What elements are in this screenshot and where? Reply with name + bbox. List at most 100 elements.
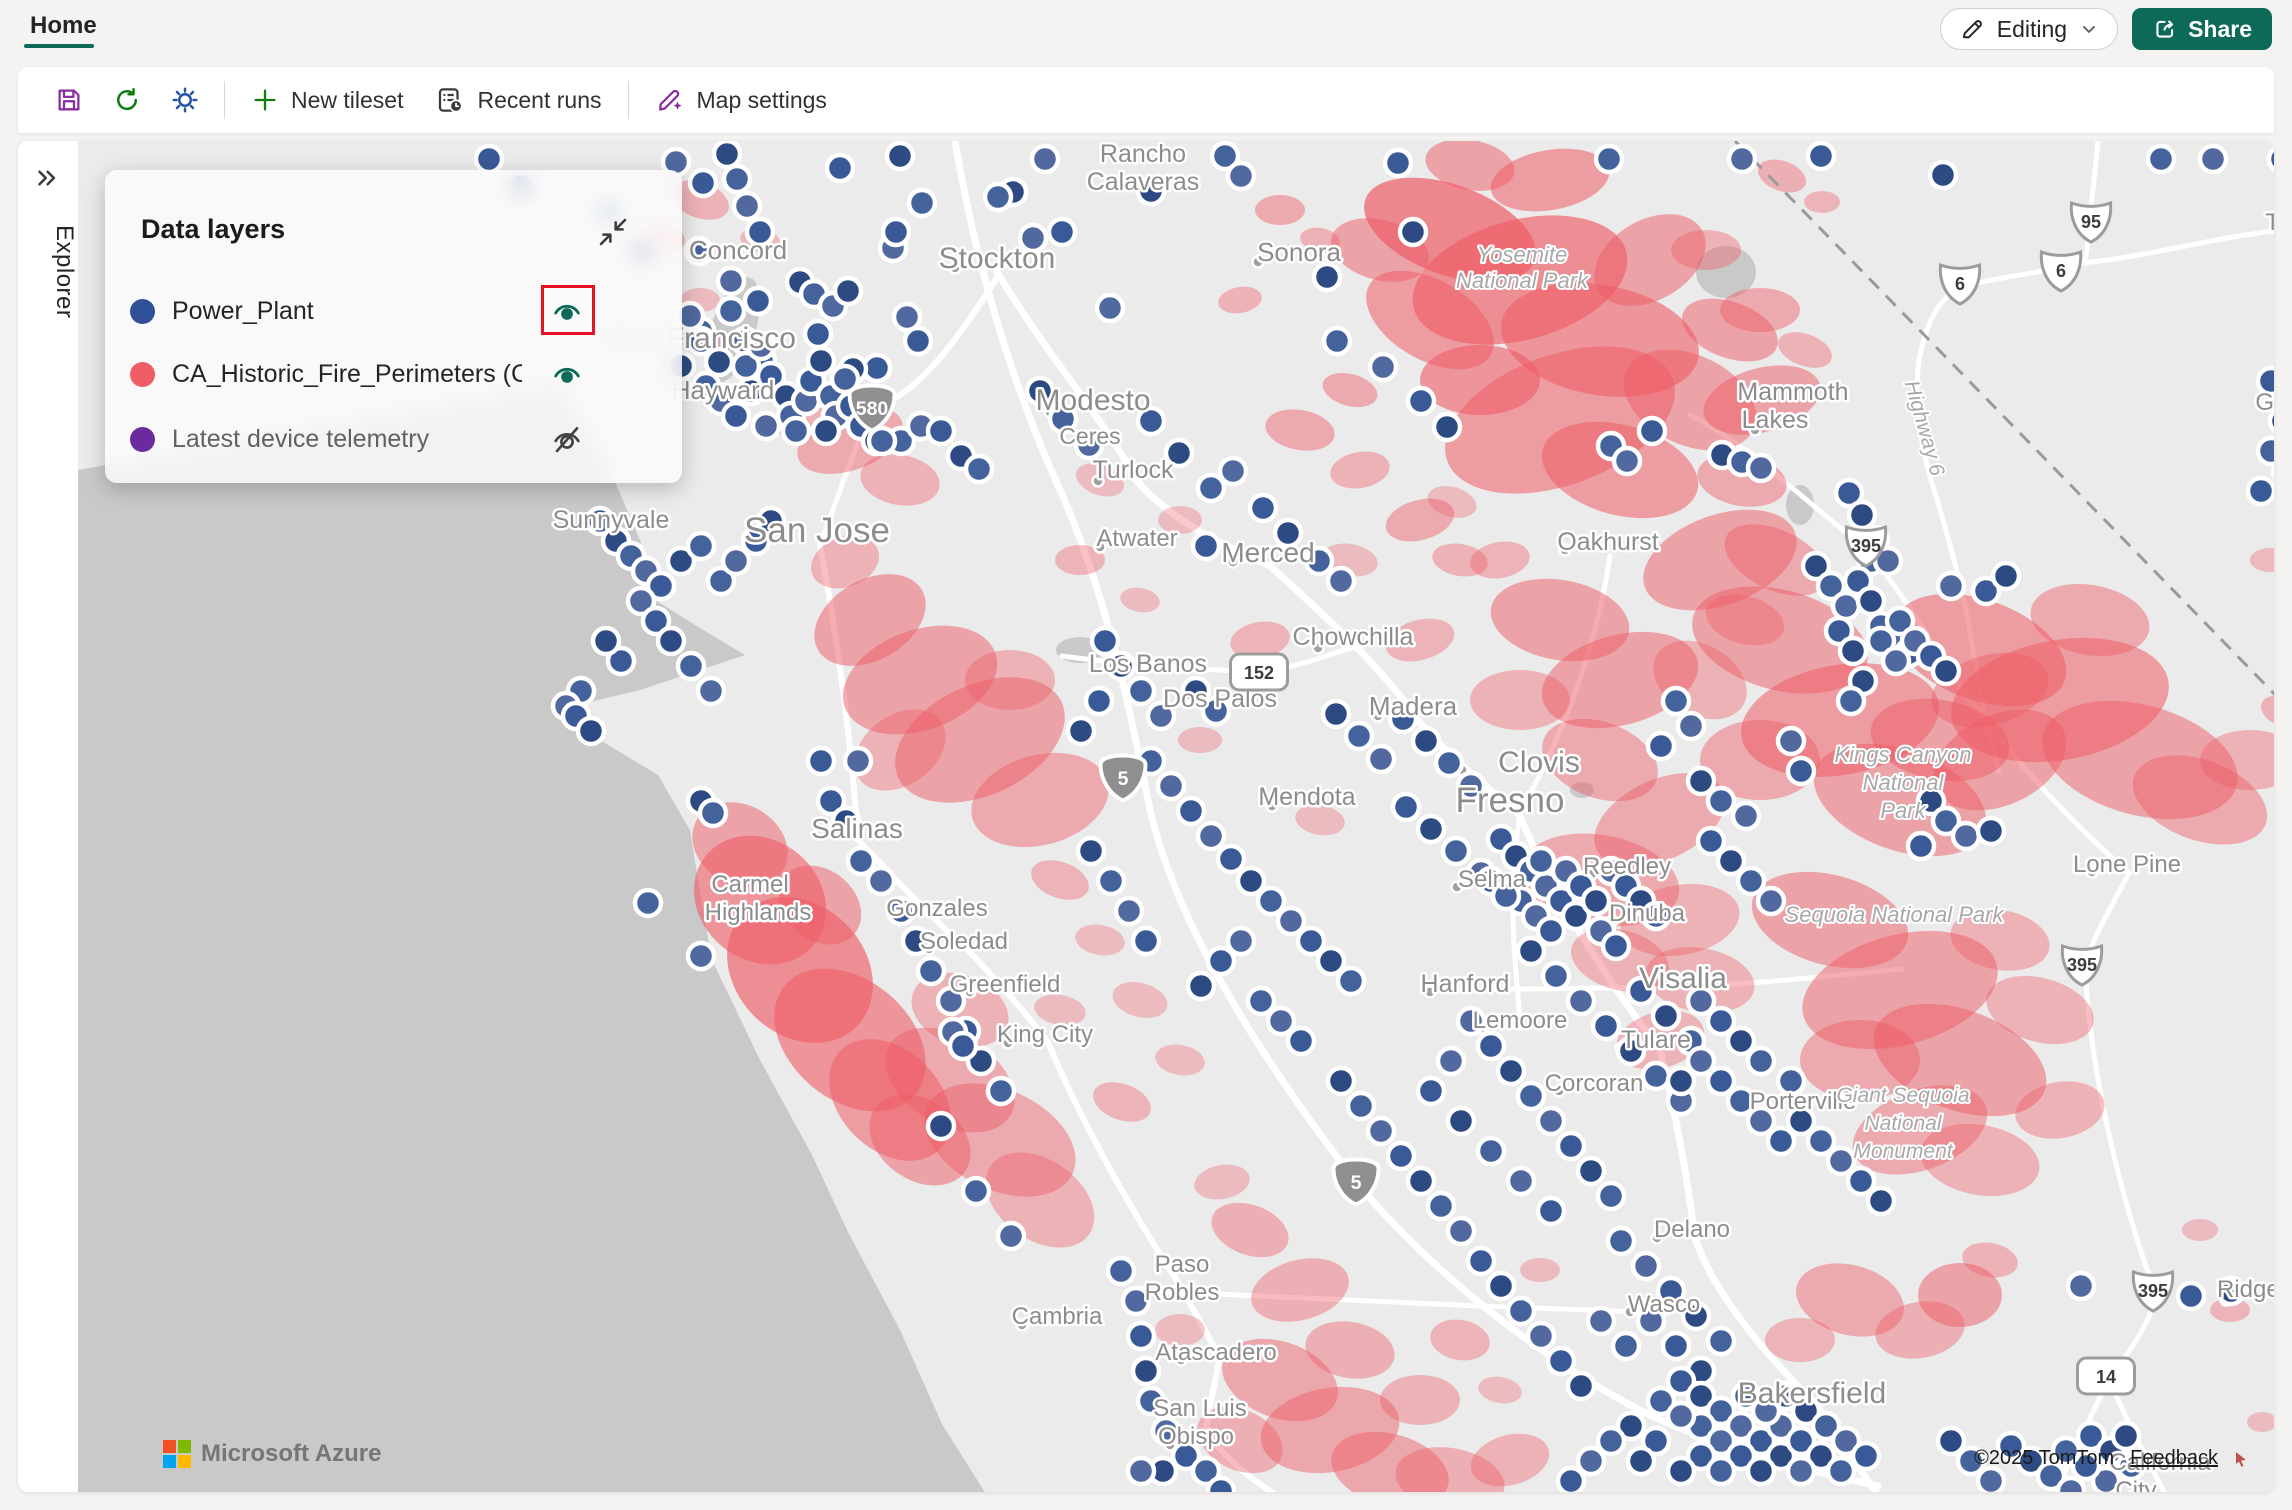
panel-title: Data layers bbox=[141, 214, 286, 244]
toolbar-divider bbox=[627, 81, 629, 119]
svg-text:National Park: National Park bbox=[1456, 268, 1589, 293]
layer-row-device-telemetry[interactable]: Latest device telemetry bbox=[105, 416, 682, 462]
share-label: Share bbox=[2188, 15, 2252, 42]
explorer-sidebar-collapsed: Explorer bbox=[18, 141, 79, 1492]
toggle-visibility-button[interactable] bbox=[545, 291, 589, 331]
save-icon bbox=[54, 85, 84, 115]
svg-text:Greenfield: Greenfield bbox=[950, 971, 1061, 998]
microsoft-logo-icon bbox=[163, 1440, 191, 1468]
map-canvas[interactable]: Rancho Calaveras Concord Stockton Sonora Mode… bbox=[78, 141, 2274, 1492]
svg-text:King City: King City bbox=[997, 1021, 1093, 1048]
svg-text:City: City bbox=[2115, 1477, 2156, 1492]
svg-text:Corcoran: Corcoran bbox=[1545, 1070, 1644, 1097]
svg-text:Sunnyvale: Sunnyvale bbox=[553, 506, 670, 534]
settings-button[interactable] bbox=[156, 76, 214, 124]
layer-row-fire-perimeters[interactable]: CA_Historic_Fire_Perimeters (C... bbox=[105, 351, 682, 397]
layer-name: CA_Historic_Fire_Perimeters (C... bbox=[172, 359, 522, 388]
new-tileset-label: New tileset bbox=[291, 86, 404, 113]
refresh-icon bbox=[112, 85, 142, 115]
svg-text:395: 395 bbox=[2138, 1281, 2168, 1301]
svg-text:Sonora: Sonora bbox=[1257, 237, 1341, 267]
svg-text:Lakes: Lakes bbox=[1742, 406, 1809, 434]
layer-row-power-plant[interactable]: Power_Plant bbox=[105, 288, 682, 334]
azure-logo-text: Microsoft Azure bbox=[201, 1440, 382, 1467]
expand-sidebar-button[interactable] bbox=[32, 163, 64, 195]
layer-swatch bbox=[130, 298, 155, 324]
svg-text:Atascadero: Atascadero bbox=[1155, 1339, 1276, 1366]
svg-text:Giant Sequoia: Giant Sequoia bbox=[1836, 1084, 1969, 1107]
data-layers-panel: Data layers Power_Plant CA_Historic_Fire… bbox=[105, 170, 682, 483]
svg-text:Salinas: Salinas bbox=[811, 813, 903, 844]
refresh-button[interactable] bbox=[98, 76, 156, 124]
toggle-visibility-button[interactable] bbox=[545, 419, 589, 459]
svg-text:Highlands: Highlands bbox=[705, 899, 812, 926]
svg-text:Dinuba: Dinuba bbox=[1609, 900, 1686, 927]
svg-text:San Jose: San Jose bbox=[744, 511, 890, 550]
save-button[interactable] bbox=[40, 76, 98, 124]
layer-swatch bbox=[130, 426, 155, 452]
svg-text:395: 395 bbox=[2067, 955, 2097, 975]
new-tileset-button[interactable]: New tileset bbox=[235, 76, 419, 124]
svg-text:Carmel: Carmel bbox=[711, 871, 788, 898]
share-icon bbox=[2152, 16, 2178, 42]
svg-text:Park: Park bbox=[1880, 798, 1926, 823]
recent-runs-label: Recent runs bbox=[477, 86, 602, 113]
top-bar: Home Editing Share bbox=[0, 0, 2292, 66]
toolbar-divider bbox=[224, 81, 225, 119]
svg-text:Rancho: Rancho bbox=[1100, 141, 1186, 168]
svg-text:6: 6 bbox=[2056, 261, 2066, 281]
chevron-down-icon bbox=[2079, 19, 2099, 39]
svg-text:Mendota: Mendota bbox=[1258, 783, 1355, 811]
svg-text:Mammoth: Mammoth bbox=[1737, 378, 1848, 406]
map-toolbar: New tileset Recent runs Map settings bbox=[18, 67, 2274, 133]
feedback-link[interactable]: Feedback bbox=[2130, 1447, 2218, 1469]
svg-text:Paso: Paso bbox=[1155, 1251, 1210, 1278]
azure-attribution: Microsoft Azure bbox=[163, 1440, 381, 1468]
svg-text:Chowchilla: Chowchilla bbox=[1293, 623, 1414, 651]
svg-text:Soledad: Soledad bbox=[920, 928, 1008, 955]
double-chevron-right-icon bbox=[38, 170, 56, 186]
tab-home[interactable]: Home bbox=[30, 12, 97, 39]
svg-text:Tulare: Tulare bbox=[1621, 1026, 1691, 1054]
svg-text:Delano: Delano bbox=[1654, 1216, 1730, 1243]
svg-text:Yosemite: Yosemite bbox=[1477, 242, 1568, 267]
svg-text:Ridgecre: Ridgecre bbox=[2217, 1276, 2274, 1303]
svg-text:National: National bbox=[1864, 1112, 1942, 1135]
recent-runs-button[interactable]: Recent runs bbox=[419, 76, 617, 124]
explorer-rail-label: Explorer bbox=[51, 225, 78, 319]
layer-swatch bbox=[130, 361, 155, 387]
editing-mode-dropdown[interactable]: Editing bbox=[1939, 8, 2119, 50]
copyright-text: ©2025 TomTom bbox=[1974, 1447, 2115, 1469]
svg-text:Hayward: Hayward bbox=[672, 375, 775, 405]
svg-text:5: 5 bbox=[1351, 1172, 1362, 1194]
collapse-arrows-icon bbox=[599, 218, 627, 246]
svg-text:Bakersfield: Bakersfield bbox=[1738, 1377, 1886, 1410]
svg-text:Atwater: Atwater bbox=[1096, 525, 1177, 552]
share-button[interactable]: Share bbox=[2132, 8, 2272, 50]
svg-text:National: National bbox=[1863, 770, 1945, 795]
svg-text:Gol: Gol bbox=[2255, 389, 2274, 416]
svg-text:Merced: Merced bbox=[1221, 537, 1314, 568]
collapse-panel-button[interactable] bbox=[597, 216, 629, 248]
svg-text:Lone Pine: Lone Pine bbox=[2073, 851, 2181, 878]
svg-text:Robles: Robles bbox=[1145, 1279, 1220, 1306]
layer-name: Power_Plant bbox=[172, 296, 314, 325]
svg-text:Los Banos: Los Banos bbox=[1089, 650, 1207, 678]
svg-text:395: 395 bbox=[1851, 536, 1881, 556]
svg-text:San Luis: San Luis bbox=[1153, 1395, 1246, 1422]
svg-text:Modesto: Modesto bbox=[1035, 384, 1150, 417]
svg-text:Obispo: Obispo bbox=[1158, 1423, 1234, 1450]
eye-hidden-icon bbox=[554, 427, 580, 453]
svg-text:Tor: Tor bbox=[2265, 209, 2274, 236]
svg-text:Clovis: Clovis bbox=[1498, 746, 1580, 779]
eye-visible-icon bbox=[554, 367, 580, 383]
svg-text:Concord: Concord bbox=[689, 235, 787, 265]
svg-text:Cambria: Cambria bbox=[1012, 1303, 1103, 1330]
map-settings-button[interactable]: Map settings bbox=[639, 76, 843, 124]
toggle-visibility-button[interactable] bbox=[545, 354, 589, 394]
svg-text:Selma: Selma bbox=[1458, 866, 1527, 893]
svg-text:Madera: Madera bbox=[1369, 691, 1458, 721]
svg-text:Ceres: Ceres bbox=[1059, 423, 1120, 449]
gear-icon bbox=[170, 85, 200, 115]
